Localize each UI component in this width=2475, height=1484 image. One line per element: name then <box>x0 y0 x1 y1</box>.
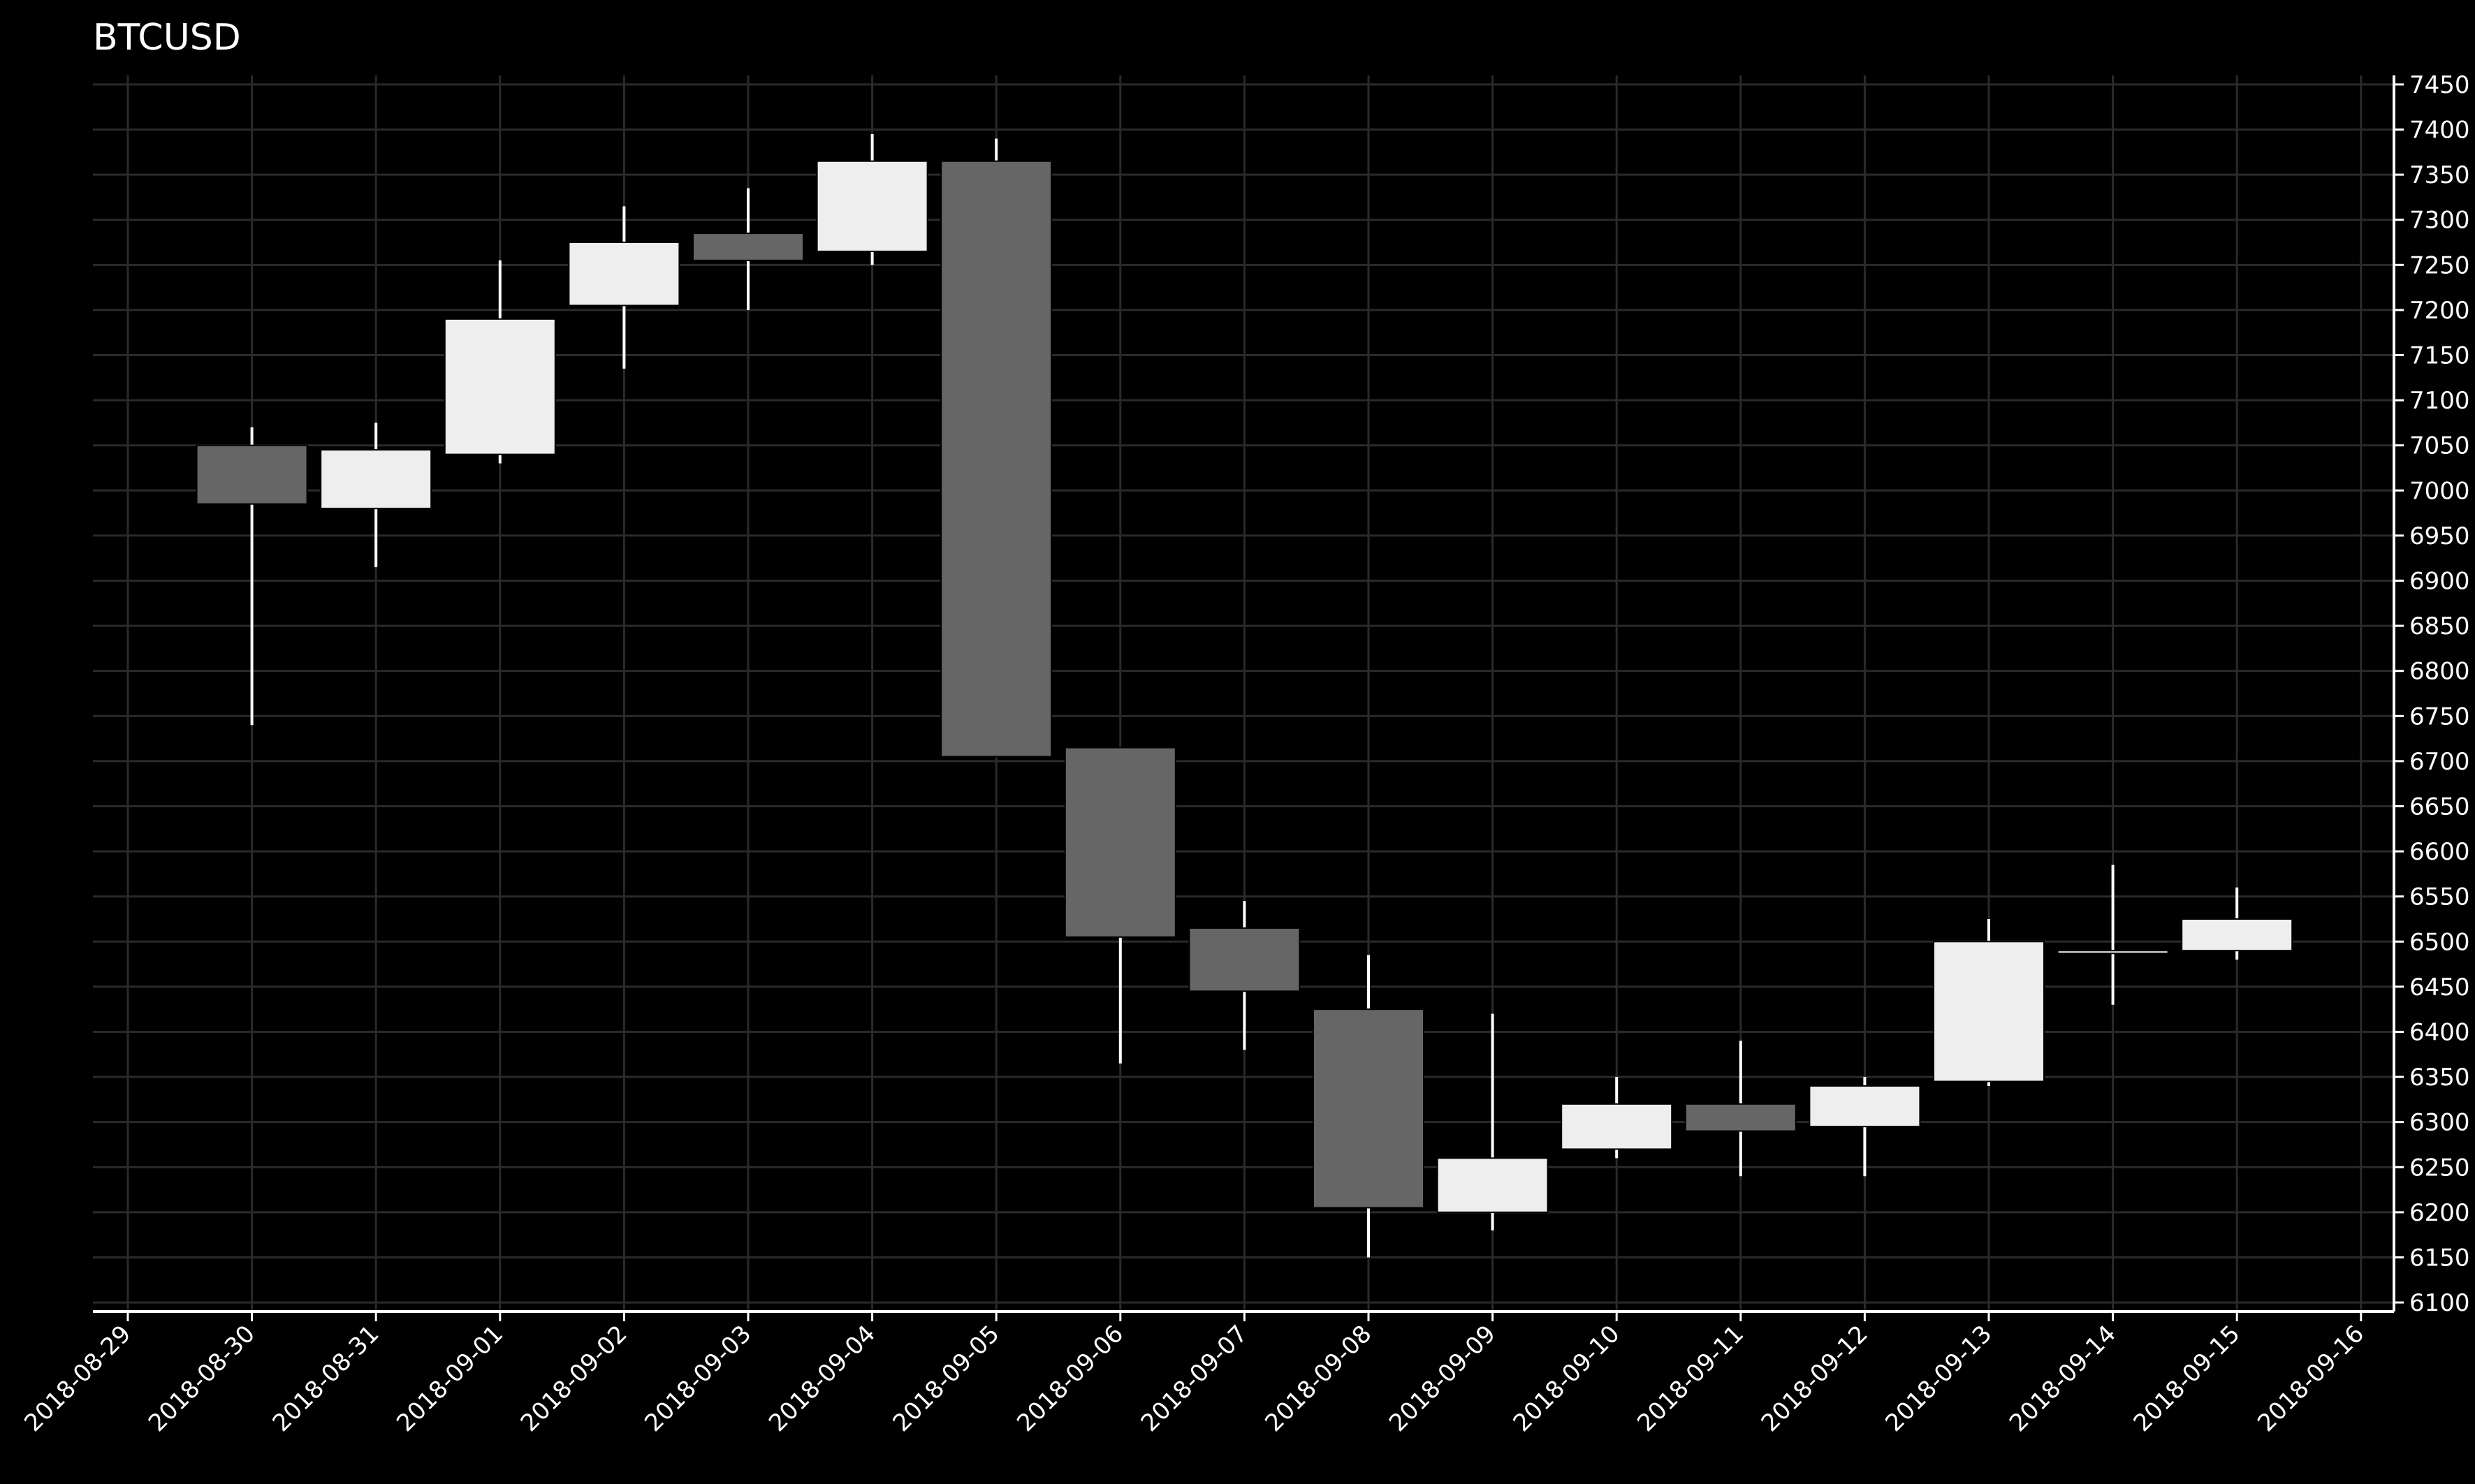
candle-body <box>1684 1103 1797 1132</box>
x-axis-ticks: 2018-08-29 2018-08-30 2018-08-31 2018-09-01… <box>19 1312 2370 1437</box>
y-tick-label: 7200 <box>2409 297 2470 325</box>
candle <box>692 188 804 310</box>
y-tick-label: 6150 <box>2409 1244 2470 1272</box>
y-tick-label: 7400 <box>2409 117 2470 145</box>
candle <box>1064 747 1176 1064</box>
candle <box>568 206 680 369</box>
candle-body <box>1188 927 1301 992</box>
candle-body <box>816 160 928 252</box>
x-tick-label: 2018-09-16 <box>2252 1320 2370 1437</box>
y-tick-label: 6700 <box>2409 748 2470 776</box>
candle <box>1684 1041 1797 1177</box>
x-tick-label: 2018-09-13 <box>1880 1320 1997 1437</box>
y-tick-label: 6850 <box>2409 612 2470 640</box>
x-tick-label: 2018-08-30 <box>143 1320 261 1437</box>
candle-body <box>1809 1085 1921 1128</box>
candle <box>320 423 432 568</box>
candle-body <box>1313 1008 1424 1209</box>
candle-body <box>1436 1157 1549 1213</box>
candle <box>1933 918 2045 1087</box>
x-tick-label: 2018-09-06 <box>1012 1320 1129 1437</box>
y-tick-label: 6100 <box>2409 1289 2470 1317</box>
y-tick-label: 6250 <box>2409 1154 2470 1182</box>
x-tick-label: 2018-09-08 <box>1260 1320 1377 1437</box>
candle <box>444 260 556 464</box>
x-tick-label: 2018-09-14 <box>2004 1320 2122 1437</box>
y-tick-label: 6650 <box>2409 793 2470 821</box>
candle-body <box>2057 950 2169 955</box>
y-tick-label: 7000 <box>2409 477 2470 505</box>
candle <box>1561 1077 1673 1159</box>
x-tick-label: 2018-09-11 <box>1632 1320 1749 1437</box>
y-tick-label: 6550 <box>2409 883 2470 911</box>
y-tick-label: 6750 <box>2409 703 2470 730</box>
x-tick-label: 2018-09-01 <box>391 1320 509 1437</box>
candle-body <box>196 444 308 505</box>
x-tick-label: 2018-09-10 <box>1508 1320 1626 1437</box>
candle <box>2057 865 2169 1005</box>
x-tick-label: 2018-09-12 <box>1756 1320 1874 1437</box>
candles <box>196 133 2293 1258</box>
x-tick-label: 2018-09-04 <box>764 1320 881 1437</box>
candle <box>1809 1077 1921 1177</box>
y-tick-label: 7100 <box>2409 387 2470 415</box>
candle-body <box>444 318 556 455</box>
y-tick-label: 6800 <box>2409 658 2470 686</box>
x-tick-label: 2018-09-15 <box>2129 1320 2246 1437</box>
candle <box>1313 955 1424 1258</box>
y-tick-label: 7350 <box>2409 161 2470 189</box>
candle-body <box>1933 941 2045 1082</box>
y-axis-ticks: 6100 6150 6200 6250 6300 6350 6400 6450 6500 6550… <box>2394 71 2470 1317</box>
candle <box>1188 901 1301 1050</box>
grid-lines <box>93 75 2394 1312</box>
y-tick-label: 6200 <box>2409 1199 2470 1227</box>
y-tick-label: 6300 <box>2409 1109 2470 1137</box>
x-tick-label: 2018-09-09 <box>1384 1320 1501 1437</box>
candle <box>1436 1013 1549 1230</box>
x-tick-label: 2018-09-07 <box>1136 1320 1253 1437</box>
candle <box>816 133 928 265</box>
candle-body <box>1064 747 1176 938</box>
y-tick-label: 7450 <box>2409 71 2470 99</box>
y-tick-label: 6450 <box>2409 974 2470 1001</box>
candle-body <box>940 160 1053 758</box>
y-tick-label: 7250 <box>2409 251 2470 279</box>
y-tick-label: 7050 <box>2409 432 2470 460</box>
y-tick-label: 6500 <box>2409 928 2470 956</box>
x-tick-label: 2018-08-31 <box>268 1320 385 1437</box>
y-tick-label: 7150 <box>2409 342 2470 370</box>
chart-title: BTCUSD <box>93 17 241 59</box>
candle-body <box>320 449 432 510</box>
candle <box>2181 887 2293 960</box>
x-tick-label: 2018-09-02 <box>516 1320 633 1437</box>
candle-body <box>692 233 804 261</box>
y-tick-label: 6900 <box>2409 568 2470 596</box>
candle <box>940 138 1053 758</box>
x-tick-label: 2018-09-03 <box>639 1320 757 1437</box>
x-tick-label: 2018-08-29 <box>19 1320 136 1437</box>
y-tick-label: 6600 <box>2409 838 2470 866</box>
candle <box>196 427 308 726</box>
y-tick-label: 6950 <box>2409 522 2470 550</box>
candle-body <box>568 242 680 307</box>
y-tick-label: 6350 <box>2409 1064 2470 1092</box>
y-tick-label: 7300 <box>2409 207 2470 235</box>
y-tick-label: 6400 <box>2409 1018 2470 1046</box>
candle-body <box>2181 918 2293 952</box>
x-tick-label: 2018-09-05 <box>888 1320 1005 1437</box>
candle-body <box>1561 1103 1673 1150</box>
